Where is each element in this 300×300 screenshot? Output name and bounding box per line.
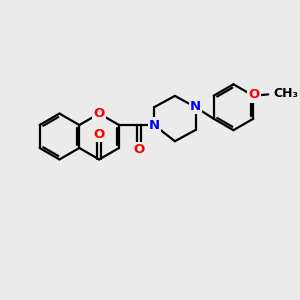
Text: N: N <box>148 118 160 131</box>
Text: CH₃: CH₃ <box>273 87 298 101</box>
Text: O: O <box>94 128 105 141</box>
Text: O: O <box>94 107 105 120</box>
Text: O: O <box>134 143 145 156</box>
Text: N: N <box>190 100 201 113</box>
Text: O: O <box>248 88 260 101</box>
